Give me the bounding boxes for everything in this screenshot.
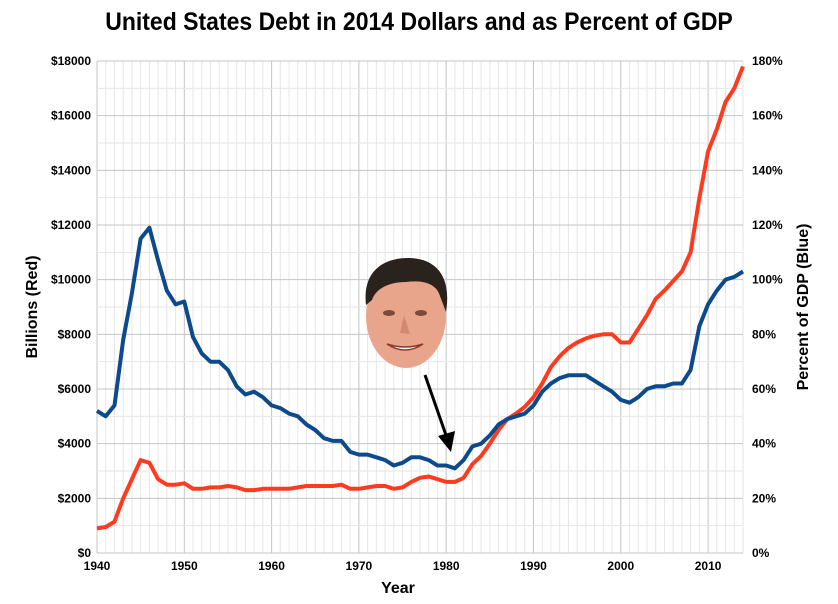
y-left-tick-label: $2000	[58, 491, 92, 505]
x-tick-label: 1980	[433, 559, 460, 573]
x-tick-label: 1940	[84, 559, 111, 573]
x-tick-label: 2000	[607, 559, 634, 573]
x-axis-label: Year	[381, 580, 415, 597]
y-left-tick-label: $0	[78, 546, 92, 560]
tick-labels: 1940 1950 1960 1970 1980 1990 2000 2010 $0 $2000 $…	[51, 54, 783, 573]
y-left-axis-label: Billions (Red)	[24, 255, 41, 358]
y-right-tick-label: 180%	[752, 54, 783, 68]
chart-title: United States Debt in 2014 Dollars and a…	[105, 8, 733, 36]
arrow-annotation	[423, 374, 455, 452]
y-left-tick-label: $16000	[51, 109, 91, 123]
y-right-tick-label: 80%	[752, 327, 776, 341]
y-right-tick-label: 120%	[752, 218, 783, 232]
y-left-tick-label: $12000	[51, 218, 91, 232]
x-tick-label: 1970	[346, 559, 373, 573]
y-left-tick-label: $14000	[51, 163, 91, 177]
x-tick-label: 1990	[520, 559, 547, 573]
series-line-percent-gdp-blue	[95, 225, 745, 471]
y-right-tick-label: 0%	[752, 546, 770, 560]
x-tick-label: 1960	[258, 559, 285, 573]
y-left-tick-label: $10000	[51, 273, 91, 287]
y-right-tick-label: 20%	[752, 491, 776, 505]
y-left-tick-label: $18000	[51, 54, 91, 68]
y-right-tick-label: 60%	[752, 382, 776, 396]
y-left-tick-label: $4000	[58, 437, 92, 451]
series-line-billions-red	[96, 65, 745, 531]
x-tick-label: 2010	[695, 559, 722, 573]
series-lines	[95, 65, 745, 531]
y-right-tick-label: 140%	[752, 163, 783, 177]
y-right-tick-label: 40%	[752, 437, 776, 451]
x-tick-label: 1950	[171, 559, 198, 573]
y-right-tick-label: 100%	[752, 273, 783, 287]
y-left-tick-label: $8000	[58, 327, 92, 341]
y-right-axis-label: Percent of GDP (Blue)	[795, 224, 812, 391]
y-right-tick-label: 160%	[752, 109, 783, 123]
reagan-face-image	[365, 258, 448, 368]
y-left-tick-label: $6000	[58, 382, 92, 396]
